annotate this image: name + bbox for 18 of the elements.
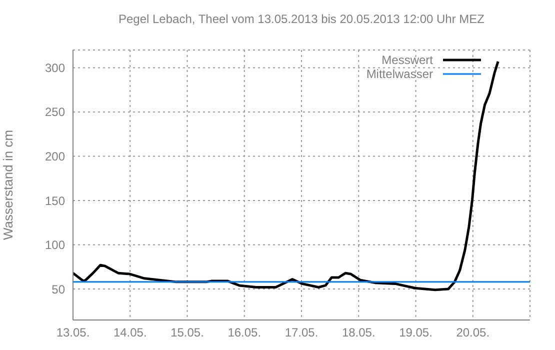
x-tick-label: 15.05. [170, 326, 204, 340]
y-tick-label: 100 [44, 238, 66, 252]
y-tick-label: 250 [44, 105, 66, 120]
x-tick-label: 18.05. [342, 326, 376, 340]
y-tick-label: 150 [44, 194, 66, 208]
x-tick-label: 13.05. [56, 326, 90, 340]
x-tick-label: 17.05. [284, 326, 318, 340]
x-tick-label: 16.05. [228, 326, 262, 340]
y-tick-label: 50 [52, 282, 66, 296]
y-tick-label: 200 [44, 149, 66, 164]
y-tick-label: 300 [44, 60, 66, 75]
x-tick-label: 20.05. [456, 326, 490, 340]
chart-title: Pegel Lebach, Theel vom 13.05.2013 bis 20.05.2013 12:00 Uhr MEZ [117, 12, 486, 26]
legend-label: Mittelwasser [366, 67, 433, 81]
y-axis-title: Wasserstand in cm [0, 130, 16, 240]
legend-label: Messwert [382, 53, 433, 67]
x-tick-label: 14.05. [113, 326, 147, 340]
x-tick-label: 19.05. [399, 326, 432, 340]
